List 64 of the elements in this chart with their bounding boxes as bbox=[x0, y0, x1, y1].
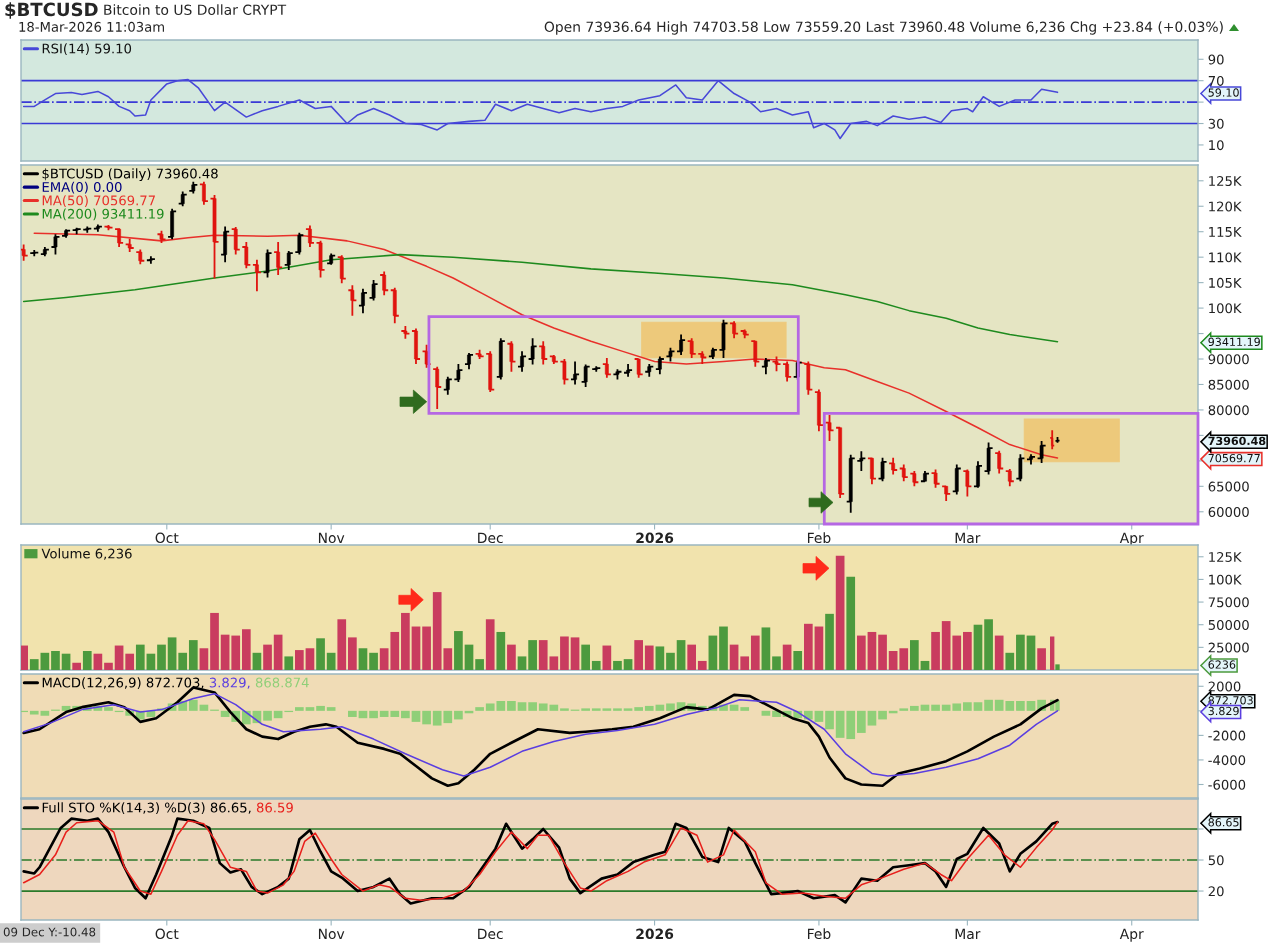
x-tick-label: 2026 bbox=[636, 532, 674, 544]
text: 86.59 bbox=[256, 802, 293, 813]
y-tick-label: 70 bbox=[1208, 75, 1224, 86]
x-tick-label: Feb bbox=[807, 532, 831, 544]
x-tick-label: Feb bbox=[807, 928, 831, 940]
y-tick-label: 59.10 bbox=[1208, 88, 1239, 97]
y-tick-label: 65000 bbox=[1208, 481, 1249, 492]
y-tick-label: 50 bbox=[1208, 855, 1224, 866]
legend-label: EMA(0) 0.00 bbox=[42, 181, 122, 194]
legend-label: MACD(12,26,9) 872.703, bbox=[42, 677, 204, 690]
y-tick-label: 93411.19 bbox=[1208, 337, 1260, 347]
y-tick-label: 125K bbox=[1209, 176, 1242, 186]
y-tick-label: 125K bbox=[1209, 552, 1242, 562]
chart-title: $BTCUSD bbox=[5, 2, 98, 19]
x-tick-label: Mar bbox=[955, 532, 981, 544]
legend-label: MA(200) 93411.19 bbox=[42, 208, 164, 221]
y-tick-label: 110K bbox=[1209, 252, 1242, 263]
y-tick-label: 872.703 bbox=[1208, 696, 1253, 705]
y-tick-label: 120K bbox=[1209, 201, 1242, 212]
legend-label: MA(50) 70569.77 bbox=[42, 195, 155, 207]
legend-label: Full STO %K(14,3) %D(3) 86.65, bbox=[42, 802, 251, 815]
x-tick-label: Mar bbox=[955, 928, 981, 940]
y-tick-label: 80000 bbox=[1208, 405, 1249, 416]
y-tick-label: 2000 bbox=[1208, 681, 1241, 692]
y-tick-label: 115K bbox=[1209, 227, 1242, 237]
series-label: 3.829, bbox=[209, 677, 250, 689]
text: 09 Dec Y:-10.48 bbox=[3, 927, 96, 937]
y-tick-label: 70569.77 bbox=[1208, 453, 1260, 463]
text: 18-Mar-2026 11:03am bbox=[19, 21, 164, 32]
x-tick-label: Oct bbox=[155, 928, 179, 940]
y-tick-label: 86.65 bbox=[1208, 818, 1239, 827]
y-tick-label: 20 bbox=[1208, 886, 1224, 897]
legend-label: $BTCUSD (Daily) 73960.48 bbox=[42, 168, 218, 182]
y-tick-label: 90 bbox=[1208, 54, 1224, 65]
x-tick-label: Nov bbox=[318, 532, 345, 544]
legend-label: RSI(14) 59.10 bbox=[42, 43, 132, 56]
text: Open 73936.64 High 74703.58 Low 73559.20 Last 73960.48 Volume 6,236 Chg +23.84 (+0.03%) bbox=[544, 21, 1223, 35]
y-tick-label: 85000 bbox=[1208, 379, 1249, 390]
y-tick-label: 73960.48 bbox=[1208, 436, 1266, 446]
y-tick-label: 3.829 bbox=[1208, 706, 1239, 716]
x-tick-label: Dec bbox=[478, 928, 503, 940]
y-tick-label: 105K bbox=[1209, 277, 1242, 288]
legend-label: Volume 6,236 bbox=[41, 548, 132, 560]
y-tick-label: 50000 bbox=[1208, 619, 1249, 630]
y-tick-label: 25000 bbox=[1208, 642, 1249, 653]
y-tick-label: 10 bbox=[1209, 140, 1224, 151]
y-tick-label: 75000 bbox=[1208, 597, 1249, 608]
y-tick-label: -6000 bbox=[1208, 779, 1246, 790]
y-tick-label: 6236 bbox=[1208, 660, 1236, 669]
y-tick-label: 90000 bbox=[1208, 354, 1249, 365]
y-tick-label: 100K bbox=[1209, 574, 1242, 585]
x-tick-label: Oct bbox=[155, 532, 179, 544]
x-tick-label: 2026 bbox=[636, 928, 674, 940]
x-tick-label: Nov bbox=[318, 928, 345, 940]
x-tick-label: Dec bbox=[478, 532, 503, 544]
series-label: 868.874 bbox=[255, 677, 309, 688]
y-tick-label: 100K bbox=[1209, 303, 1242, 314]
x-tick-label: Apr bbox=[1119, 532, 1144, 546]
y-tick-label: 60000 bbox=[1208, 507, 1249, 517]
chart-subtitle: Bitcoin to US Dollar CRYPT bbox=[104, 4, 287, 16]
x-tick-label: Apr bbox=[1119, 928, 1144, 942]
y-tick-label: -4000 bbox=[1208, 755, 1246, 766]
y-tick-label: 30 bbox=[1208, 118, 1224, 129]
y-tick-label: -2000 bbox=[1208, 730, 1246, 741]
